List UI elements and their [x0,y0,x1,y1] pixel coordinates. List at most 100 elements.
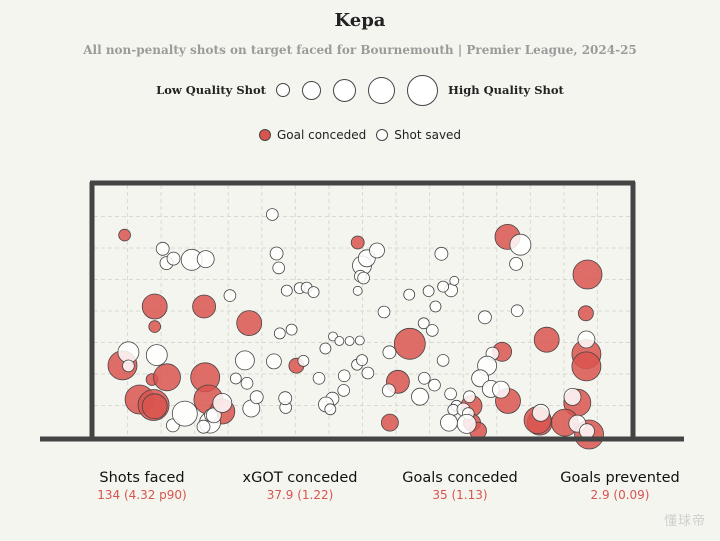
shot-saved-marker [145,344,168,367]
shot-saved-marker [354,335,365,346]
low-quality-label: Low Quality Shot [156,83,266,97]
goal-conceded-marker [141,293,168,320]
shot-markers [107,208,604,450]
shot-saved-marker [403,288,416,301]
shot-saved-marker [579,423,595,440]
goal-conceded-marker [571,351,602,382]
stat-label: Goals prevented [560,470,680,486]
shot-saved-marker [477,310,492,325]
goal-conceded-marker [148,320,162,333]
shot-saved-marker [265,353,282,370]
shot-saved-marker [344,336,355,346]
quality-size-circle-3 [333,78,356,102]
shot-saved-marker [422,285,435,297]
goal-grid [94,185,631,437]
goal-conceded-marker [572,259,603,290]
shot-quality-legend: Low Quality Shot High Quality Shot [0,74,720,106]
shot-saved-marker [352,285,363,296]
stat-xgot-conceded: xGOT conceded 37.9 (1.22) [220,470,380,502]
shot-saved-marker [510,304,524,318]
high-quality-label: High Quality Shot [448,83,564,97]
quality-size-circle-2 [302,80,321,100]
shot-saved-marker [440,413,458,432]
stat-goals-conceded: Goals conceded 35 (1.13) [380,470,540,502]
shot-saved-marker [280,284,293,297]
legend-goal-conceded: Goal conceded [258,128,367,142]
shot-saved-marker [273,327,286,340]
shot-saved-marker [278,391,293,406]
stat-shots-faced: Shots faced 134 (4.32 p90) [62,470,222,502]
shot-saved-marker [319,342,332,355]
stat-value: 2.9 (0.09) [590,488,650,502]
shot-saved-marker [437,280,450,293]
shot-saved-marker [436,354,450,367]
stat-value: 35 (1.13) [432,488,488,502]
stat-label: xGOT conceded [242,470,358,486]
goal-conceded-marker [350,235,365,250]
shot-saved-marker [307,286,320,298]
goal-frame [40,180,684,442]
quality-size-circle-5 [407,74,438,106]
legend-shot-saved: Shot saved [376,128,461,142]
shot-saved-marker [369,242,385,259]
shot-saved-marker [429,300,442,313]
shot-saved-marker [357,271,370,285]
goal-conceded-marker [380,413,399,432]
shot-saved-marker [324,403,337,416]
chart-subtitle: All non-penalty shots on target faced fo… [83,43,637,57]
goal-conceded-swatch [258,129,271,141]
goal-mouth-chart [40,180,684,450]
watermark-logo: 懂球帝 [663,514,706,529]
shot-saved-marker [234,350,255,371]
shot-saved-marker [155,241,170,256]
quality-size-circle-4 [368,76,395,104]
stat-value: 134 (4.32 p90) [97,488,187,502]
shot-saved-marker [171,400,198,427]
shot-saved-marker [249,390,264,405]
shot-saved-marker [471,369,490,388]
stat-label: Shots faced [99,470,185,486]
shot-saved-marker [434,246,449,261]
chart-title: Kepa [334,10,386,31]
shot-saved-marker [425,324,439,337]
shot-saved-marker [417,317,430,330]
shot-saved-marker [361,366,375,380]
shot-saved-marker [428,378,441,392]
shot-saved-marker [265,208,279,221]
goal-conceded-marker [578,305,594,322]
shot-saved-marker [240,377,254,390]
legend-goal-label: Goal conceded [276,128,367,142]
shot-saved-marker [166,251,181,266]
goal-conceded-marker [192,294,217,319]
shot-saved-marker [269,246,284,261]
shot-saved-marker [382,345,397,360]
goal-conceded-marker [533,326,560,353]
stats-row: Shots faced 134 (4.32 p90) xGOT conceded… [0,470,720,510]
shot-saved-marker [337,384,351,397]
shot-saved-marker [285,323,298,336]
shot-saved-marker [356,354,368,367]
shot-saved-marker [411,387,429,406]
shot-saved-marker [122,359,135,373]
stat-label: Goals conceded [402,470,518,486]
shot-saved-marker [377,305,391,319]
shot-saved-marker [417,372,431,385]
shot-saved-marker [196,250,215,268]
shot-saved-marker [297,354,310,367]
goal-conceded-marker [141,393,168,420]
shot-saved-marker [509,257,523,271]
shot-saved-marker [463,390,476,404]
quality-size-circle-1 [276,83,290,97]
shot-saved-marker [381,383,396,398]
shot-type-legend: Goal conceded Shot saved [0,126,720,144]
goal-conceded-marker [118,228,131,242]
shot-saved-marker [223,289,237,302]
shot-saved-marker [312,372,326,385]
shot-saved-marker [334,336,345,346]
stat-goals-prevented: Goals prevented 2.9 (0.09) [540,470,700,502]
shot-saved-marker [577,330,596,349]
shot-saved-marker [196,419,211,434]
goal-conceded-marker [393,327,426,360]
shot-saved-swatch [376,129,389,141]
shot-saved-marker [563,387,582,406]
